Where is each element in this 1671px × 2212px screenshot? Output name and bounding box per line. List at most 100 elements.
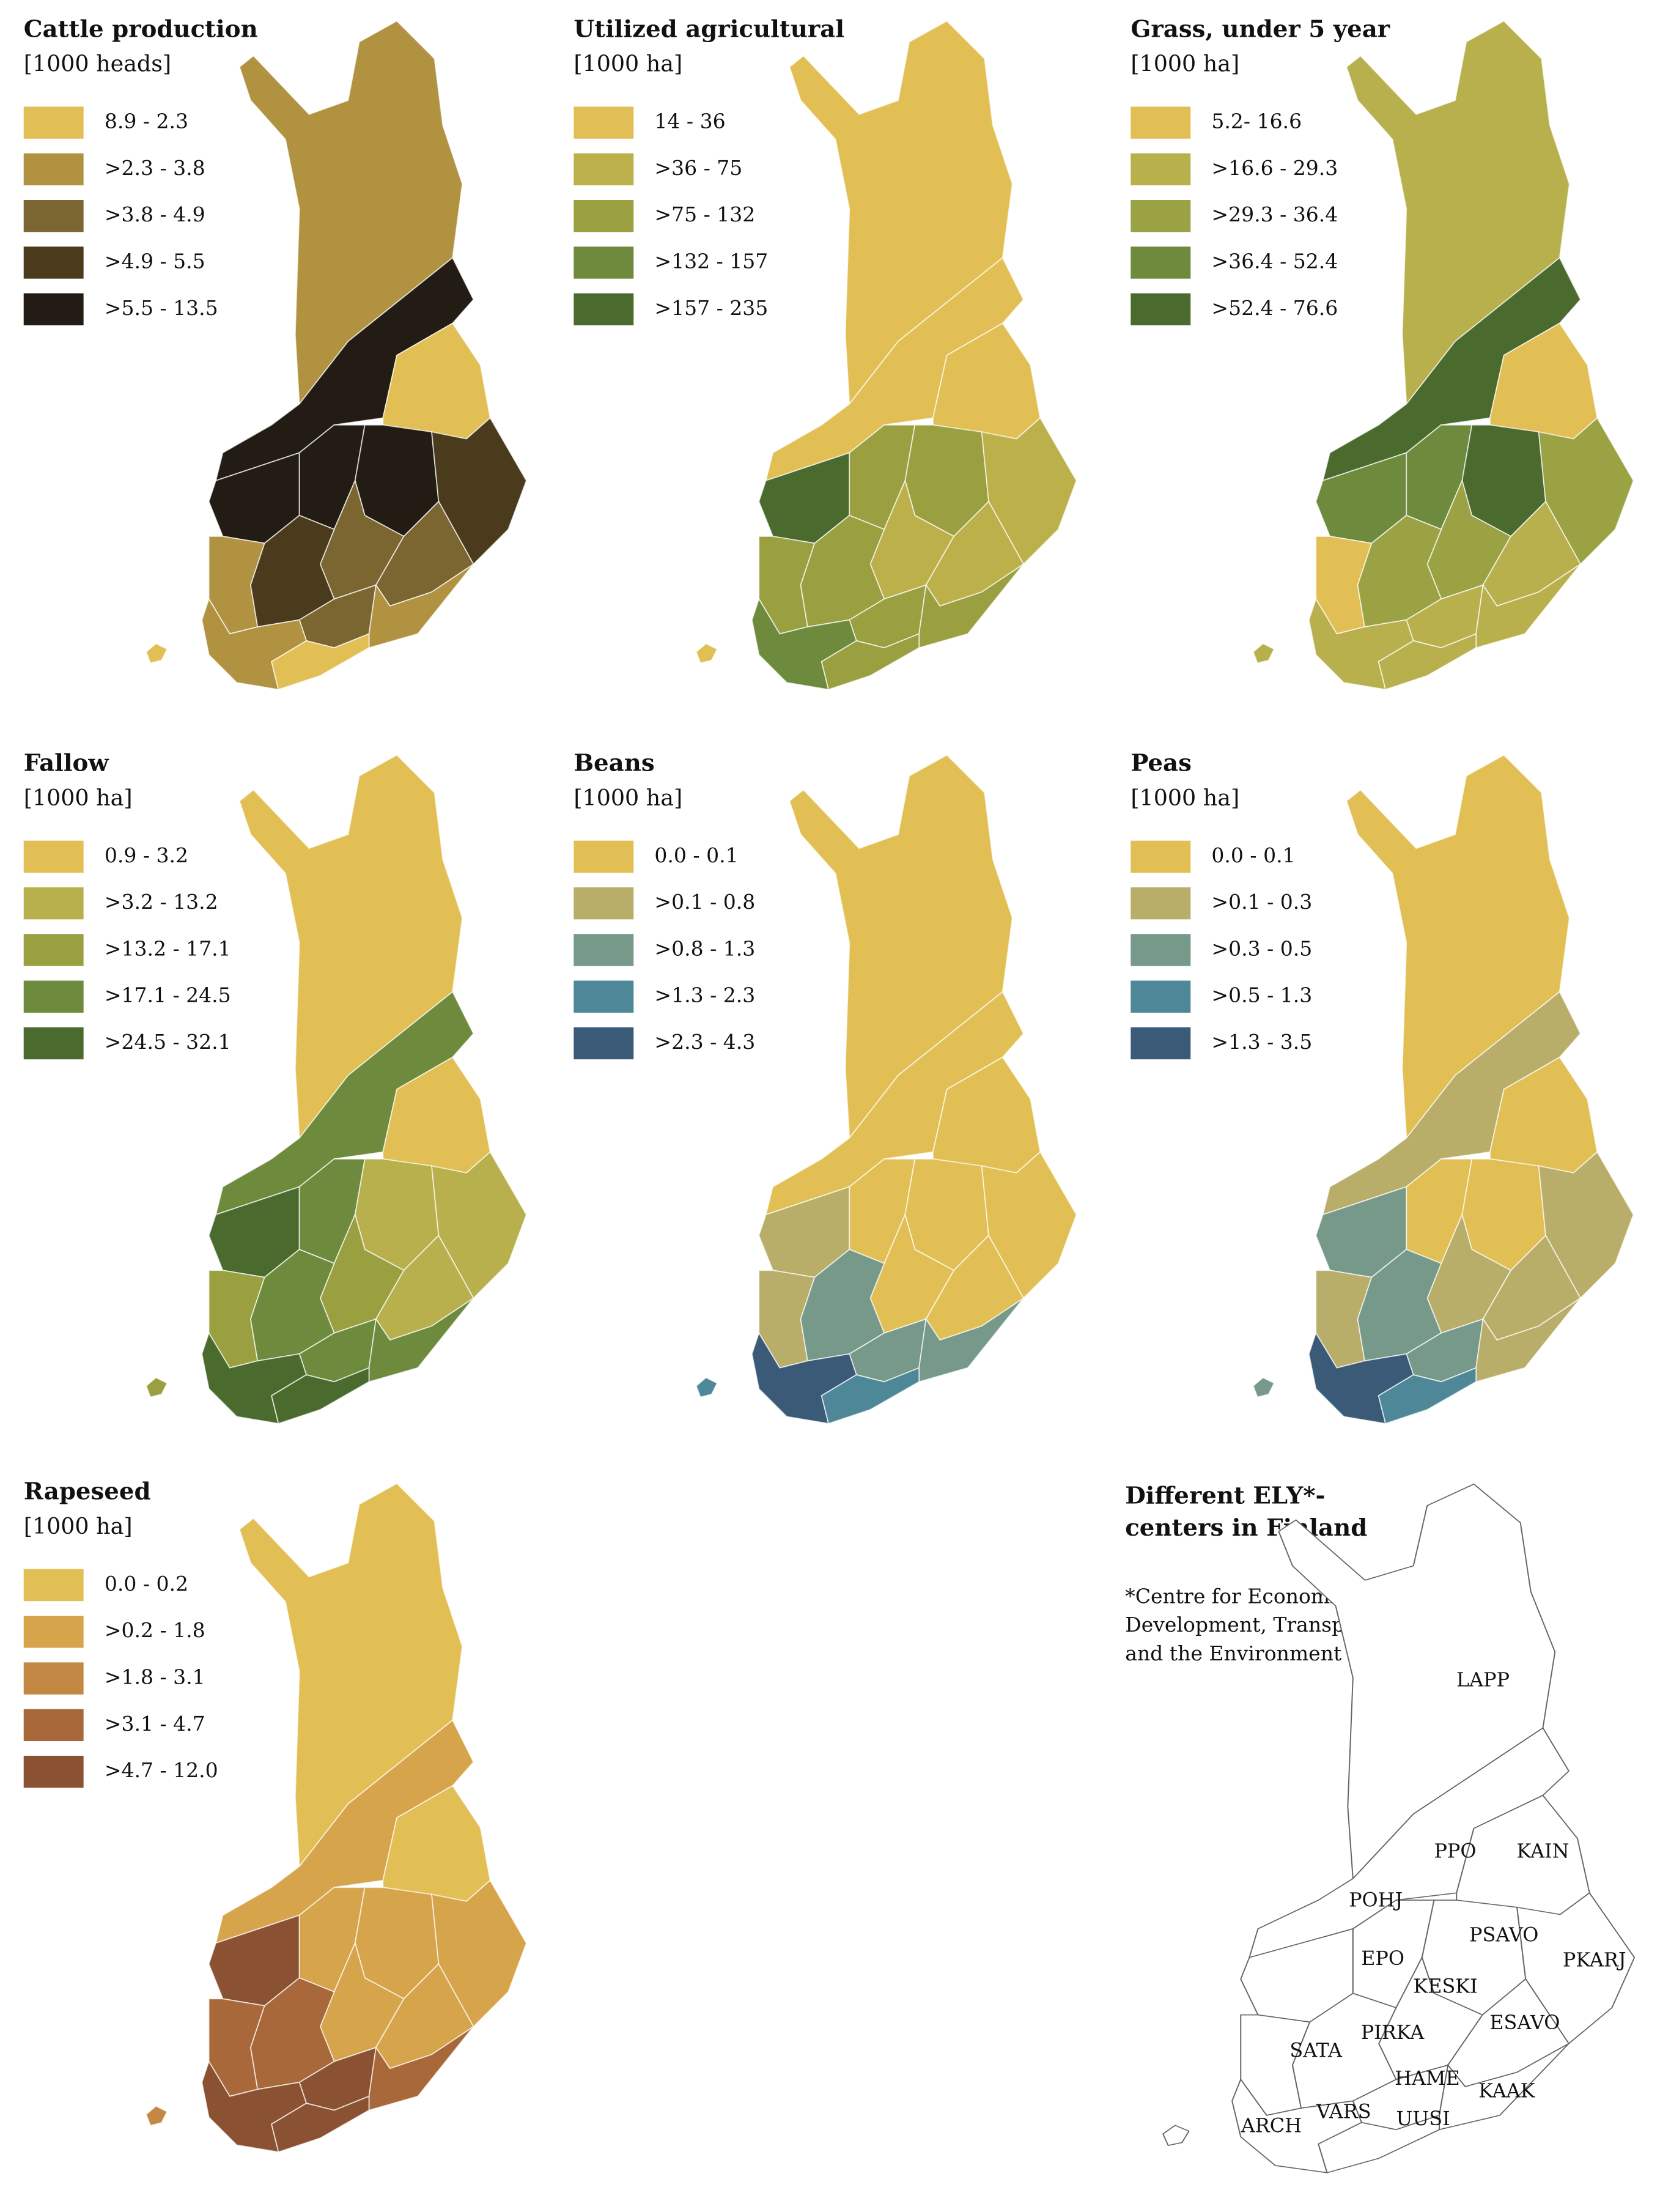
region-label: HAME	[1395, 2066, 1460, 2090]
legend-swatch	[23, 1616, 84, 1648]
panel-unit: [1000 ha]	[574, 785, 682, 811]
region	[821, 633, 920, 690]
legend-label: >13.2 - 17.1	[105, 936, 231, 960]
region	[1378, 633, 1477, 690]
region-label: KESKI	[1413, 1975, 1477, 1998]
panel-title: Rapeseed	[24, 1478, 151, 1506]
panel-title: Grass, under 5 year	[1131, 15, 1390, 43]
ely-note: and the Environment	[1125, 1641, 1342, 1665]
legend-label: >36.4 - 52.4	[1211, 249, 1338, 273]
legend-label: >17.1 - 24.5	[105, 983, 231, 1007]
legend-swatch	[23, 980, 84, 1013]
region	[1346, 754, 1570, 1140]
ely-title: centers in Finland	[1125, 1514, 1367, 1542]
legend-label: 14 - 36	[654, 109, 725, 133]
legend-swatch	[574, 293, 634, 325]
region	[146, 643, 168, 664]
region-label: EPO	[1361, 1947, 1404, 1970]
legend-label: >16.6 - 29.3	[1211, 156, 1338, 180]
region-outline	[1278, 1483, 1556, 1881]
ely-title: Different ELY*-	[1125, 1482, 1325, 1509]
panel-unit: [1000 ha]	[24, 785, 133, 811]
legend-label: 8.9 - 2.3	[105, 109, 188, 133]
legend-swatch	[23, 1027, 84, 1060]
panel-unit: [1000 ha]	[1131, 785, 1239, 811]
region	[1346, 20, 1570, 406]
legend-label: 0.0 - 0.2	[105, 1572, 188, 1596]
map-panel: Beans [1000 ha] 0.0 - 0.1 >0.1 - 0.8 >0.8 - …	[574, 750, 1077, 1424]
map-panel: Utilized agricultural [1000 ha] 14 - 36 >36…	[574, 15, 1077, 690]
region-label: PIRKA	[1361, 2021, 1425, 2044]
region-label: VARS	[1316, 2100, 1371, 2123]
legend-swatch	[23, 1662, 84, 1695]
legend-label: >1.3 - 2.3	[654, 983, 755, 1007]
legend-label: >3.2 - 13.2	[105, 890, 218, 914]
legend-label: 5.2- 16.6	[1211, 109, 1302, 133]
ely-note: *Centre for Economic	[1125, 1584, 1348, 1608]
legend-swatch	[1131, 153, 1191, 186]
map-panel: Grass, under 5 year [1000 ha] 5.2- 16.6 >16…	[1131, 15, 1634, 690]
region-label: SATA	[1289, 2038, 1343, 2062]
region-label: LAPP	[1456, 1668, 1510, 1692]
region	[238, 754, 463, 1140]
region	[271, 1367, 370, 1424]
legend-swatch	[23, 1569, 84, 1602]
legend-swatch	[1131, 199, 1191, 232]
legend-swatch	[574, 246, 634, 279]
legend-swatch	[574, 106, 634, 139]
legend-swatch	[574, 153, 634, 186]
legend-swatch	[1131, 840, 1191, 873]
region-outline	[1162, 2125, 1190, 2147]
map-panel: Peas [1000 ha] 0.0 - 0.1 >0.1 - 0.3 >0.3 - 0…	[1131, 750, 1634, 1424]
panel-title: Fallow	[24, 750, 110, 777]
legend-swatch	[1131, 934, 1191, 966]
legend-label: >2.3 - 4.3	[654, 1030, 755, 1054]
region	[1252, 1377, 1275, 1398]
panel-unit: [1000 ha]	[24, 1513, 133, 1539]
legend-swatch	[1131, 887, 1191, 920]
region-label: PPO	[1434, 1840, 1476, 1863]
legend-swatch	[23, 293, 84, 325]
region-label: PSAVO	[1469, 1923, 1538, 1946]
region-label: UUSI	[1396, 2107, 1450, 2130]
legend-swatch	[574, 980, 634, 1013]
map-panel: Fallow [1000 ha] 0.9 - 3.2 >3.2 - 13.2 >13.2…	[23, 750, 527, 1424]
ely-note: Development, Transport	[1125, 1613, 1375, 1637]
panel-unit: [1000 ha]	[574, 51, 682, 77]
region	[695, 1377, 718, 1398]
legend-swatch	[23, 840, 84, 873]
panel-title: Utilized agricultural	[574, 15, 844, 43]
map-panel: Rapeseed [1000 ha] 0.0 - 0.2 >0.2 - 1.8 >1.8…	[23, 1478, 527, 2153]
legend-label: >132 - 157	[654, 249, 768, 273]
legend-label: >4.7 - 12.0	[105, 1758, 218, 1782]
legend-label: >0.3 - 0.5	[1211, 936, 1312, 960]
legend-swatch	[23, 199, 84, 232]
region-label: KAIN	[1516, 1840, 1569, 1863]
region	[695, 643, 718, 664]
legend-swatch	[1131, 246, 1191, 279]
legend-label: >1.8 - 3.1	[105, 1665, 205, 1689]
region	[821, 1367, 920, 1424]
legend-label: >29.3 - 36.4	[1211, 202, 1338, 226]
legend-swatch	[574, 840, 634, 873]
legend-label: >4.9 - 5.5	[105, 249, 205, 273]
legend-swatch	[574, 1027, 634, 1060]
legend-swatch	[23, 153, 84, 186]
region	[238, 20, 463, 406]
legend-label: >5.5 - 13.5	[105, 296, 218, 320]
legend-label: 0.9 - 3.2	[105, 843, 188, 867]
legend-label: >3.8 - 4.9	[105, 202, 205, 226]
legend-label: 0.0 - 0.1	[1211, 843, 1295, 867]
legend-label: >75 - 132	[654, 202, 755, 226]
legend-swatch	[1131, 1027, 1191, 1060]
panel-title: Beans	[574, 750, 654, 777]
region-label: KAAK	[1478, 2079, 1536, 2102]
ely-map	[1162, 1483, 1636, 2173]
legend-swatch	[23, 106, 84, 139]
panel-title: Peas	[1131, 750, 1192, 777]
legend-label: >0.1 - 0.3	[1211, 890, 1312, 914]
region-label: POHJ	[1349, 1888, 1403, 1911]
legend-swatch	[574, 887, 634, 920]
legend-label: >36 - 75	[654, 156, 742, 180]
